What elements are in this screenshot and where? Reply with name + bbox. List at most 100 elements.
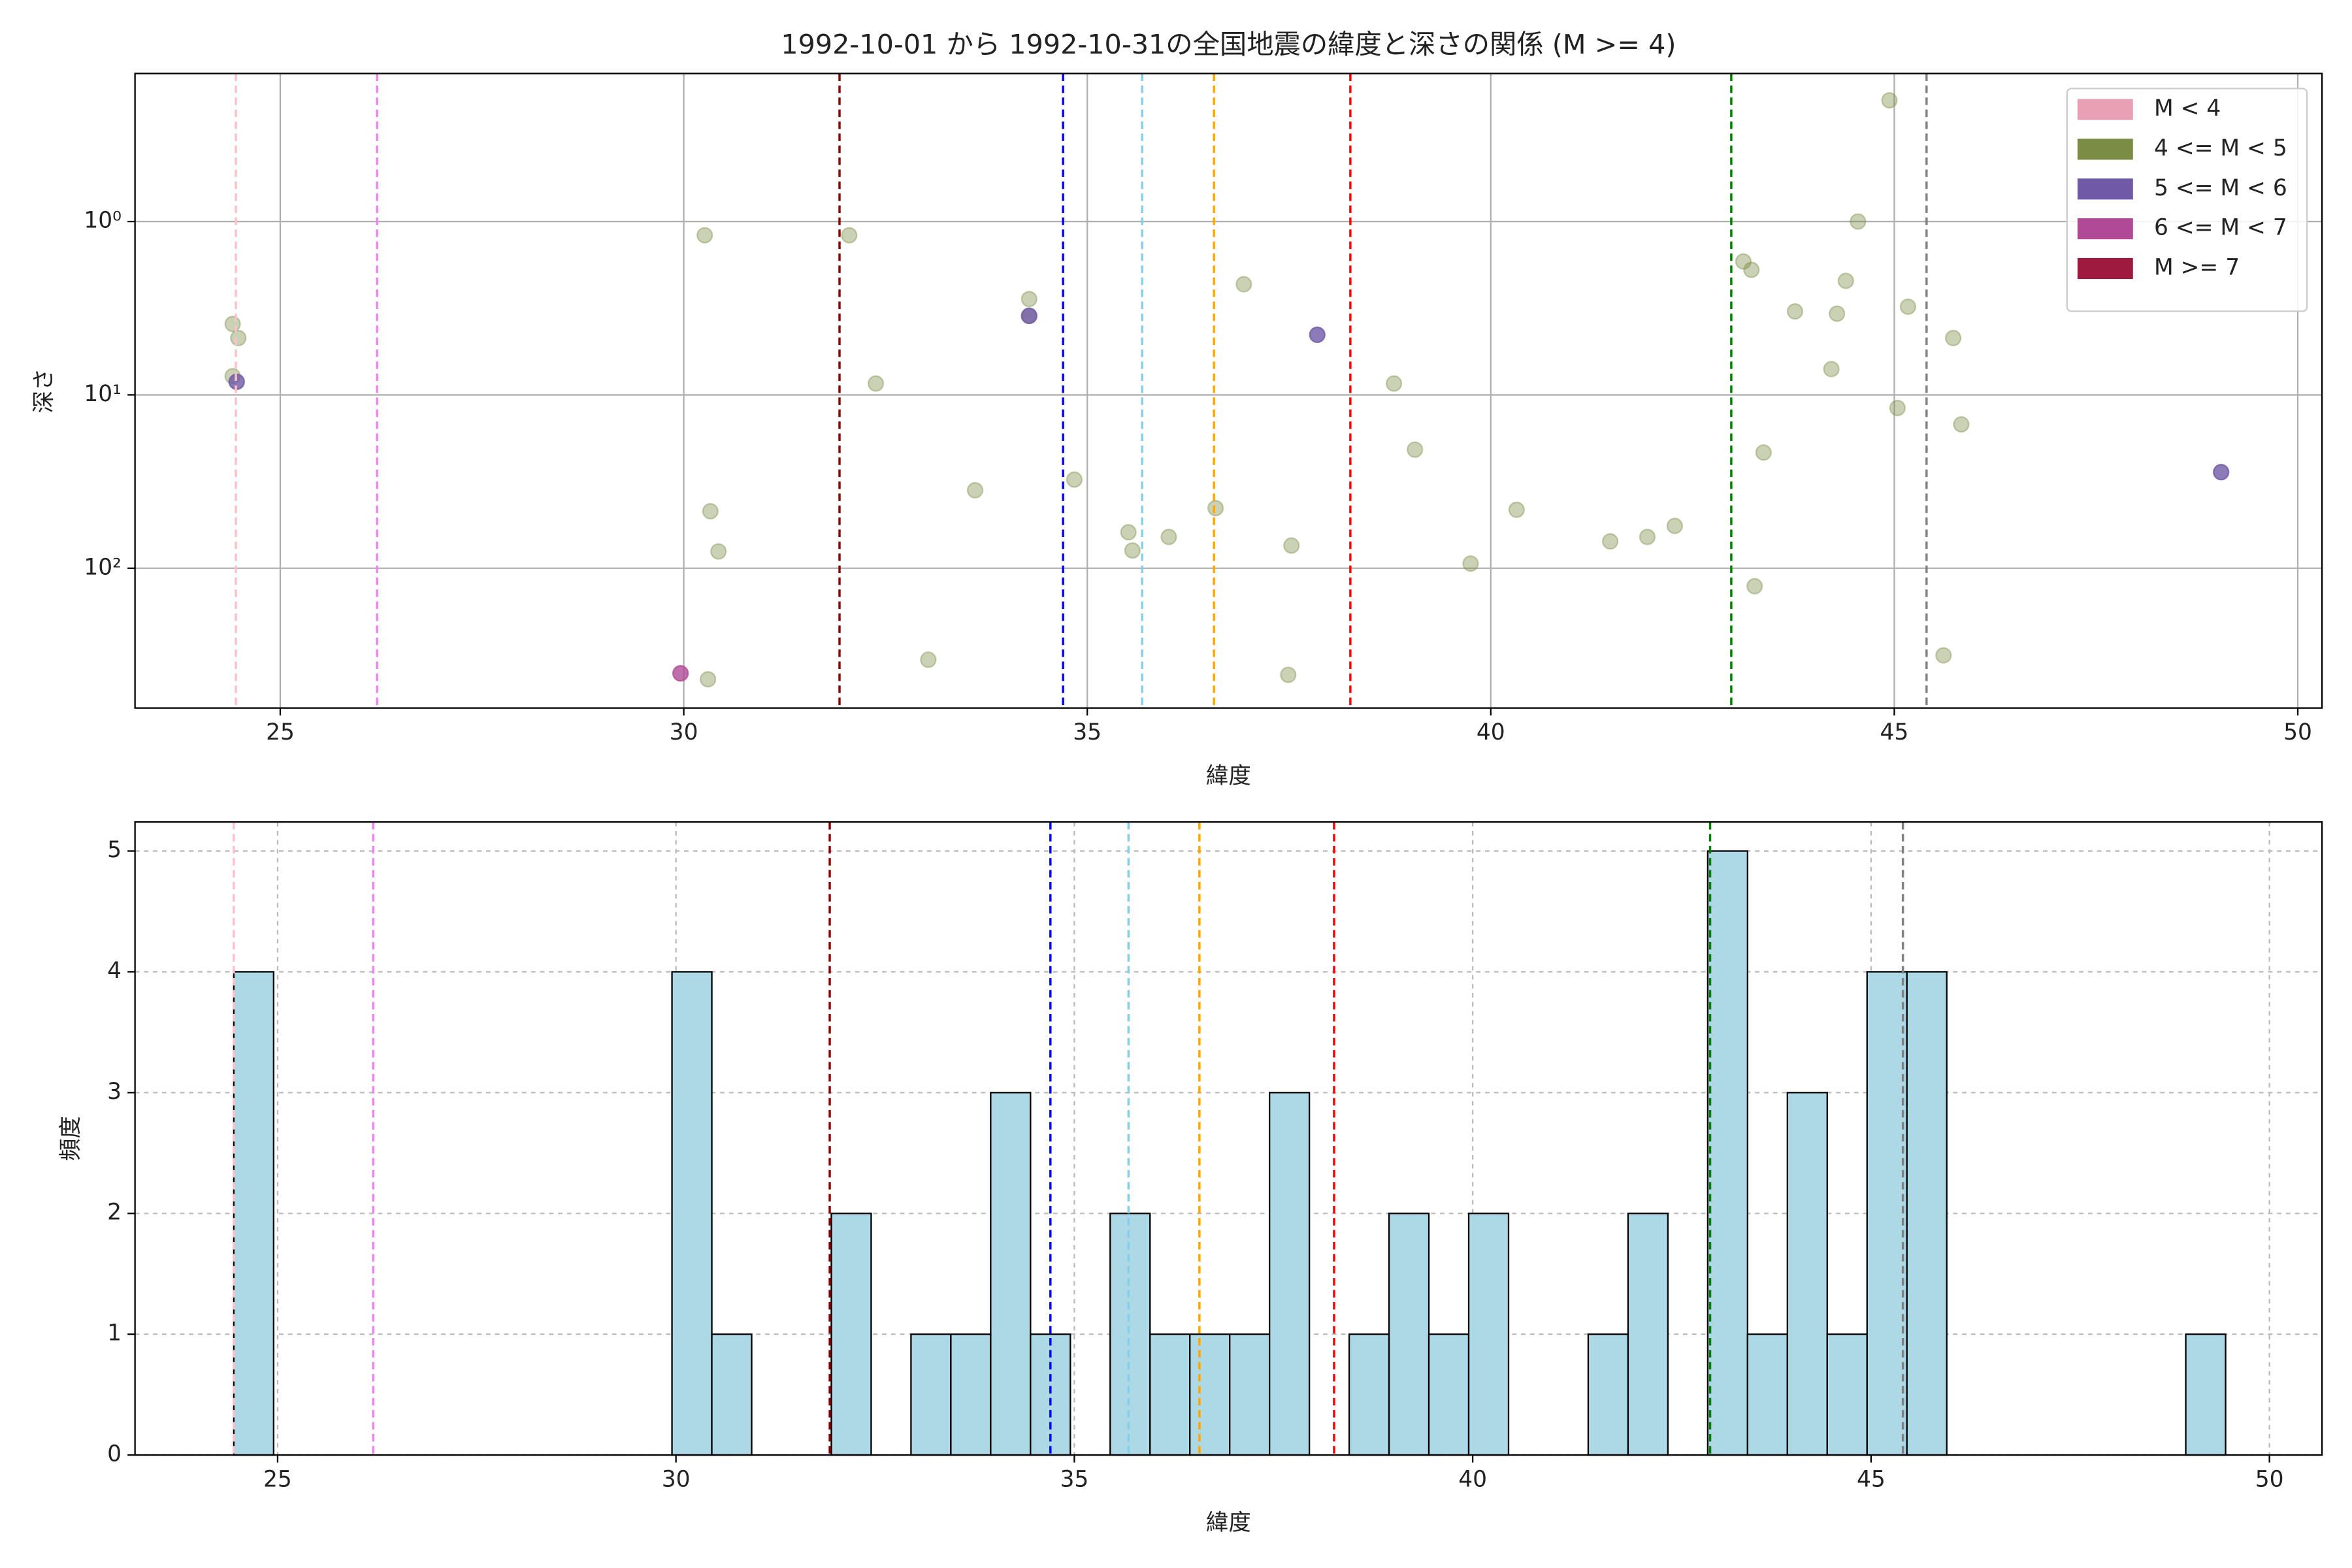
histogram-bar xyxy=(1746,1333,1788,1456)
legend-label: 6 <= M < 7 xyxy=(2154,215,2287,241)
legend-label: 4 <= M < 5 xyxy=(2154,135,2287,161)
x-tick-label: 30 xyxy=(662,1467,691,1493)
scatter-point xyxy=(1743,261,1760,278)
x-tick-label: 45 xyxy=(1880,719,1909,745)
y-axis-label: 深さ xyxy=(31,368,57,414)
scatter-point xyxy=(696,227,713,244)
scatter-point xyxy=(1021,307,1037,325)
scatter-point xyxy=(700,671,717,688)
scatter-point xyxy=(1881,91,1898,109)
x-tick-label: 35 xyxy=(1073,719,1102,745)
legend-label: M >= 7 xyxy=(2154,254,2240,280)
scatter-point xyxy=(2213,464,2230,481)
scatter-point xyxy=(1944,329,1962,347)
scatter-point xyxy=(230,329,247,347)
scatter-point xyxy=(1120,524,1137,541)
scatter-point xyxy=(1899,298,1917,316)
x-tick-label: 50 xyxy=(2283,719,2312,745)
histogram-bar xyxy=(1428,1333,1470,1456)
histogram-bar xyxy=(1149,1333,1191,1456)
scatter-point xyxy=(1309,326,1326,344)
scatter-point xyxy=(1755,444,1772,461)
scatter-point xyxy=(966,482,984,499)
x-tick-label: 30 xyxy=(670,719,698,745)
x-axis-label: 緯度 xyxy=(1206,1510,1251,1536)
scatter-point xyxy=(1850,213,1867,230)
histogram-bar xyxy=(1866,971,1908,1456)
histogram-bar xyxy=(1348,1333,1390,1456)
scatter-point xyxy=(1889,399,1906,417)
legend-label: M < 4 xyxy=(2154,95,2221,122)
plot-area xyxy=(135,73,2323,708)
scatter-point xyxy=(1735,253,1752,270)
histogram-bar xyxy=(1707,850,1748,1456)
histogram-bar xyxy=(711,1333,753,1456)
scatter-point xyxy=(1786,303,1804,320)
histogram-bar xyxy=(1388,1213,1430,1456)
histogram-bar xyxy=(1587,1333,1629,1456)
scatter-point xyxy=(710,543,727,560)
y-tick-label: 4 xyxy=(107,958,122,984)
x-tick-label: 25 xyxy=(263,1467,292,1493)
scatter-point xyxy=(920,651,937,668)
histogram-bar xyxy=(1269,1092,1311,1456)
histogram-bar xyxy=(1826,1333,1868,1456)
scatter-point xyxy=(1666,517,1684,534)
y-axis-label: 頻度 xyxy=(58,1116,84,1161)
scatter-point xyxy=(224,316,241,333)
scatter-point xyxy=(1021,291,1037,308)
histogram-bar xyxy=(950,1333,992,1456)
histogram-bar xyxy=(233,971,274,1456)
histogram-bar xyxy=(1627,1213,1669,1456)
scatter-point xyxy=(1280,666,1297,683)
x-tick-label: 40 xyxy=(1477,719,1505,745)
scatter-point xyxy=(1235,276,1252,293)
scatter-point xyxy=(1124,542,1141,559)
x-tick-label: 25 xyxy=(266,719,295,745)
scatter-point xyxy=(1823,361,1840,378)
histogram-bar xyxy=(1189,1333,1231,1456)
histogram-bar xyxy=(2185,1333,2227,1456)
scatter-point xyxy=(1953,416,1970,433)
axes-frame xyxy=(134,821,2323,1456)
y-tick-label: 10² xyxy=(84,554,122,580)
x-tick-label: 40 xyxy=(1458,1467,1487,1493)
y-tick-label: 10⁰ xyxy=(84,208,122,234)
x-tick-label: 35 xyxy=(1060,1467,1088,1493)
x-axis-label: 緯度 xyxy=(1206,763,1251,789)
legend-swatch xyxy=(2077,257,2133,280)
y-tick-label: 10¹ xyxy=(84,381,122,407)
scatter-point xyxy=(1066,471,1083,488)
scatter-point xyxy=(1160,529,1177,546)
y-tick-label: 1 xyxy=(107,1320,122,1347)
scatter-point xyxy=(1407,441,1424,458)
x-tick-label: 45 xyxy=(1857,1467,1886,1493)
scatter-point xyxy=(1207,500,1224,517)
scatter-point xyxy=(867,375,885,392)
scatter-point xyxy=(1283,537,1300,554)
scatter-point xyxy=(1837,272,1854,289)
histogram-bar xyxy=(671,971,713,1456)
legend-label: 5 <= M < 6 xyxy=(2154,175,2287,201)
histogram-bar xyxy=(1786,1092,1828,1456)
legend-swatch xyxy=(2077,139,2133,160)
histogram-bar xyxy=(830,1213,872,1456)
scatter-point xyxy=(672,665,689,682)
scatter-point xyxy=(1508,501,1525,518)
histogram-bar xyxy=(1906,971,1948,1456)
y-tick-label: 5 xyxy=(107,837,122,863)
legend-swatch xyxy=(2077,99,2133,120)
legend-swatch xyxy=(2077,218,2133,240)
scatter-point xyxy=(1639,529,1656,546)
scatter-point xyxy=(1385,375,1403,392)
scatter-point xyxy=(1746,578,1763,595)
scatter-point xyxy=(841,227,858,244)
histogram-bar xyxy=(1229,1333,1271,1456)
chart-title: 1992-10-01 から 1992-10-31の全国地震の緯度と深さの関係 (… xyxy=(781,29,1676,60)
legend-swatch xyxy=(2077,178,2133,200)
histogram-bar xyxy=(910,1333,952,1456)
scatter-point xyxy=(1935,647,1952,664)
histogram-bar xyxy=(1467,1213,1510,1456)
